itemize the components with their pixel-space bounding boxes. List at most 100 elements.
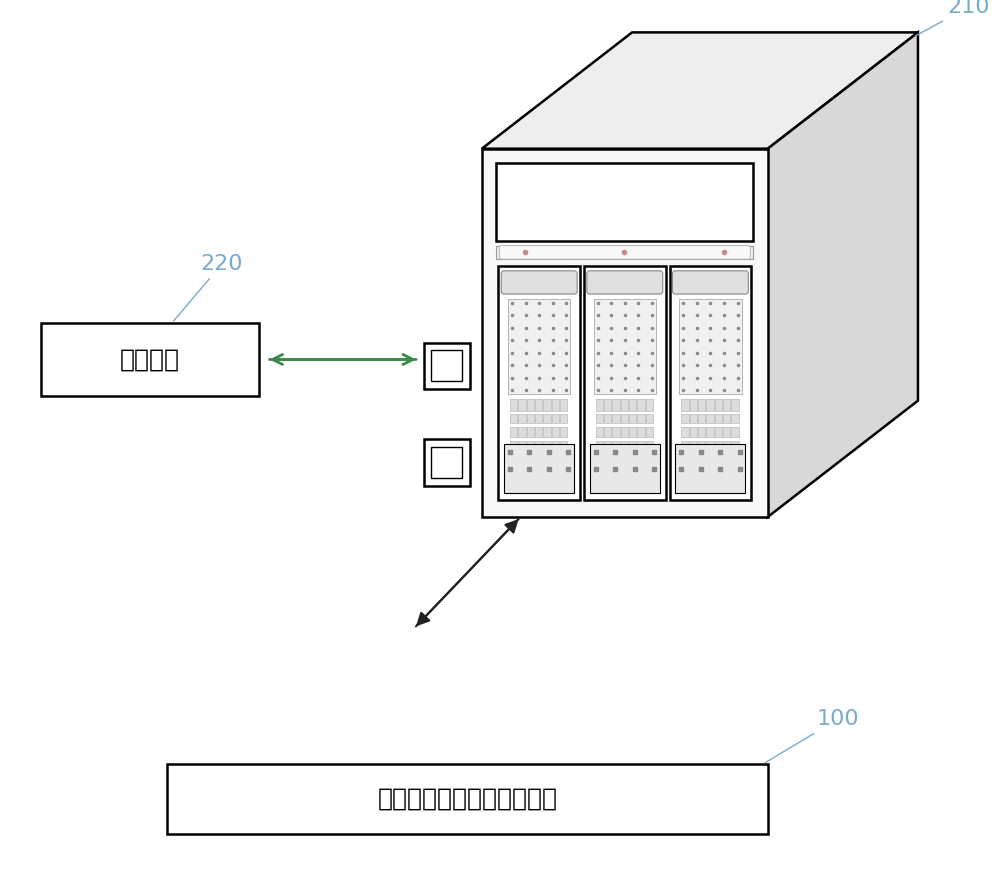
Bar [629, 399, 636, 410]
Bar [621, 399, 628, 410]
Bar [612, 399, 620, 410]
FancyBboxPatch shape [587, 271, 663, 294]
Bar [535, 414, 542, 424]
Bar [560, 414, 567, 424]
Bar [679, 299, 742, 394]
Bar [543, 441, 551, 450]
Bar [604, 414, 611, 424]
Bar [681, 441, 689, 450]
Bar [510, 399, 517, 410]
Bar [543, 427, 551, 437]
Bar [681, 414, 689, 424]
Bar [612, 427, 620, 437]
Bar [594, 299, 656, 394]
Bar [518, 441, 526, 450]
Bar [646, 427, 653, 437]
Bar [41, 323, 259, 396]
Bar [482, 149, 768, 517]
Bar [621, 441, 628, 450]
Bar [629, 414, 636, 424]
Bar [527, 441, 534, 450]
Bar [698, 399, 705, 410]
Bar [690, 441, 697, 450]
Bar [731, 441, 739, 450]
Text: 100: 100 [765, 709, 859, 763]
Bar [723, 441, 730, 450]
Bar [560, 399, 567, 410]
Bar [715, 427, 722, 437]
Bar [552, 441, 559, 450]
Bar [706, 427, 714, 437]
Bar [431, 447, 462, 478]
Bar [629, 441, 636, 450]
Bar [518, 414, 526, 424]
Bar [621, 414, 628, 424]
Bar [552, 414, 559, 424]
Polygon shape [768, 32, 918, 517]
Bar [596, 427, 603, 437]
Bar [543, 414, 551, 424]
Bar [681, 427, 689, 437]
Bar [731, 414, 739, 424]
Bar [510, 441, 517, 450]
Bar [604, 427, 611, 437]
Bar [698, 414, 705, 424]
Bar [731, 399, 739, 410]
Bar [604, 399, 611, 410]
Bar [731, 427, 739, 437]
Bar [498, 266, 580, 500]
Bar [637, 427, 645, 437]
FancyBboxPatch shape [499, 245, 750, 260]
Bar [612, 441, 620, 450]
Bar [690, 414, 697, 424]
Bar [629, 427, 636, 437]
Bar [496, 245, 753, 260]
Bar [637, 441, 645, 450]
Bar [621, 427, 628, 437]
Bar [508, 299, 570, 394]
Bar [496, 163, 753, 241]
Bar [527, 399, 534, 410]
Bar [706, 414, 714, 424]
Bar [543, 399, 551, 410]
FancyBboxPatch shape [672, 271, 748, 294]
Bar [715, 399, 722, 410]
Bar [527, 414, 534, 424]
Bar [552, 399, 559, 410]
FancyBboxPatch shape [501, 271, 577, 294]
Bar [706, 441, 714, 450]
Bar [723, 427, 730, 437]
Bar [698, 441, 705, 450]
Bar [590, 444, 660, 492]
Bar [560, 427, 567, 437]
Text: 210: 210 [916, 0, 990, 36]
Bar [167, 764, 768, 834]
Text: 监控装置: 监控装置 [120, 348, 180, 371]
Bar [424, 440, 470, 486]
Bar [535, 441, 542, 450]
Text: 220: 220 [174, 254, 243, 321]
Bar [424, 343, 470, 389]
Bar [646, 414, 653, 424]
Text: 具有通信模块的行车记录件: 具有通信模块的行车记录件 [377, 787, 557, 811]
Bar [675, 444, 745, 492]
Bar [690, 399, 697, 410]
Bar [518, 399, 526, 410]
Bar [552, 427, 559, 437]
Bar [518, 427, 526, 437]
Bar [637, 414, 645, 424]
Bar [604, 441, 611, 450]
Bar [723, 414, 730, 424]
Bar [646, 441, 653, 450]
Bar [723, 399, 730, 410]
Bar [715, 414, 722, 424]
Bar [584, 266, 666, 500]
Bar [504, 444, 574, 492]
Bar [715, 441, 722, 450]
Bar [596, 399, 603, 410]
Bar [527, 427, 534, 437]
Bar [596, 414, 603, 424]
Bar [698, 427, 705, 437]
Bar [637, 399, 645, 410]
Bar [706, 399, 714, 410]
